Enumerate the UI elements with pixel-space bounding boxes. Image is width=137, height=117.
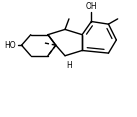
Text: OH: OH — [85, 2, 97, 11]
Text: HO: HO — [5, 41, 16, 50]
Text: H: H — [66, 61, 72, 70]
